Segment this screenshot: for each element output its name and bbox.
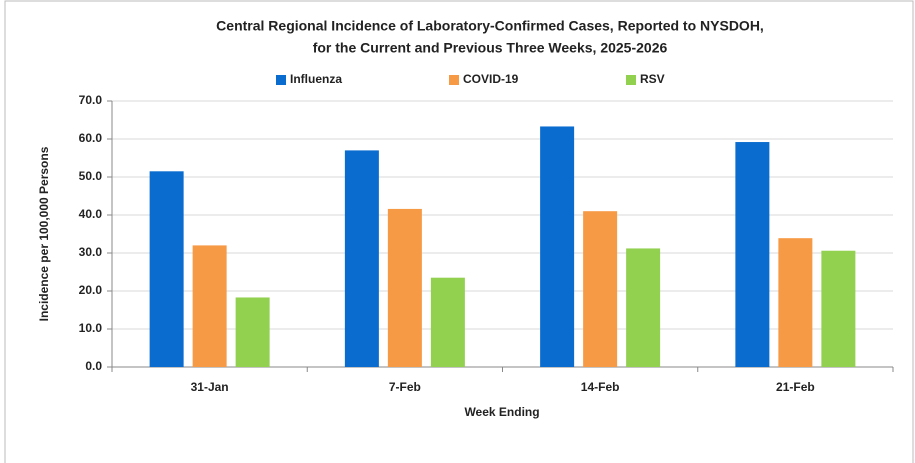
- y-tick-label: 20.0: [79, 283, 103, 297]
- y-tick-label: 50.0: [79, 169, 103, 183]
- y-tick-label: 0.0: [85, 359, 102, 373]
- bar: [583, 211, 618, 367]
- chart-title: Central Regional Incidence of Laboratory…: [216, 18, 764, 34]
- bar: [387, 208, 422, 367]
- y-tick-label: 10.0: [79, 321, 103, 335]
- bar: [735, 142, 770, 367]
- bar: [778, 238, 813, 367]
- x-tick-label: 21-Feb: [776, 380, 815, 394]
- bar: [192, 245, 227, 367]
- chart-title: for the Current and Previous Three Weeks…: [313, 40, 668, 56]
- x-tick-label: 31-Jan: [191, 380, 229, 394]
- bar: [344, 150, 379, 367]
- legend-swatch: [449, 75, 459, 85]
- bar: [626, 248, 661, 367]
- bar: [821, 250, 856, 367]
- bar: [235, 297, 270, 367]
- x-tick-label: 14-Feb: [581, 380, 620, 394]
- legend-swatch: [626, 75, 636, 85]
- bar: [149, 171, 184, 367]
- bar: [540, 126, 575, 368]
- y-tick-label: 30.0: [79, 245, 103, 259]
- bar: [430, 277, 465, 367]
- y-tick-label: 70.0: [79, 93, 103, 107]
- x-tick-label: 7-Feb: [389, 380, 421, 394]
- y-tick-label: 40.0: [79, 207, 103, 221]
- x-axis-label: Week Ending: [464, 405, 539, 419]
- y-tick-label: 60.0: [79, 131, 103, 145]
- frame: [4, 0, 914, 463]
- legend-label: Influenza: [290, 72, 342, 86]
- legend-swatch: [276, 75, 286, 85]
- legend-label: RSV: [640, 72, 665, 86]
- y-axis-label: Incidence per 100,000 Persons: [37, 146, 51, 321]
- legend-label: COVID-19: [463, 72, 519, 86]
